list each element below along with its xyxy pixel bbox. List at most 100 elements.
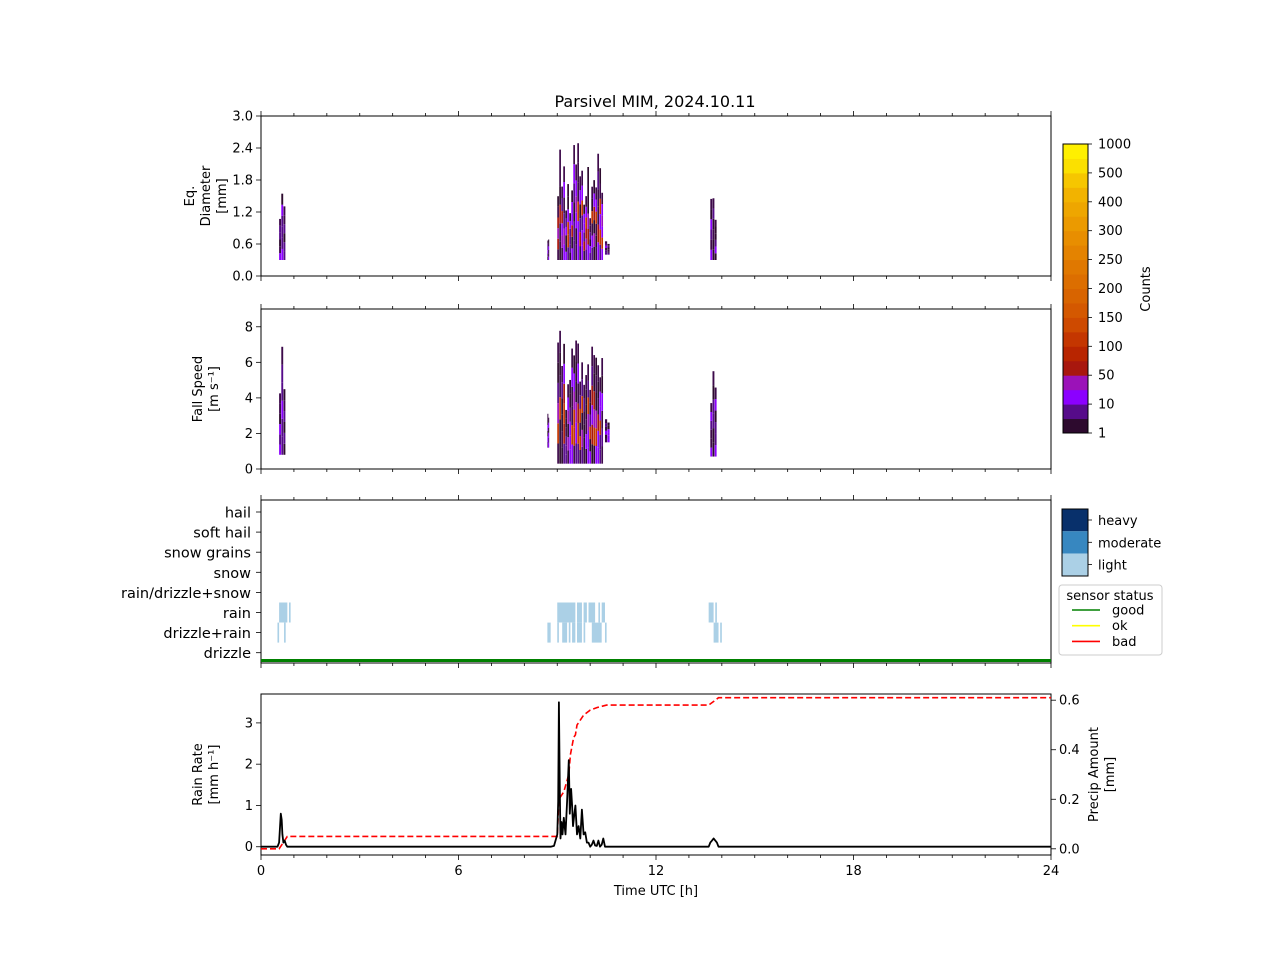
y2-tick-label: 0.0 — [1059, 842, 1080, 857]
heat-cell — [581, 413, 583, 430]
heat-cell — [712, 413, 715, 429]
heat-cell — [712, 385, 715, 400]
heat-cell — [595, 199, 598, 212]
heat-cell — [548, 256, 550, 260]
heat-cell — [565, 243, 567, 252]
colorbar-band — [1063, 288, 1088, 304]
intensity-legend: heavy moderate light — [1061, 508, 1161, 577]
x-tick-label: 6 — [454, 864, 462, 879]
heat-cell — [547, 243, 549, 248]
heat-cell — [591, 444, 594, 464]
heat-cell — [567, 247, 569, 260]
intensity-label: light — [1098, 559, 1127, 574]
heat-cell — [585, 404, 588, 420]
y-tick-label: 1.2 — [232, 206, 253, 221]
y-tick-label: 1.8 — [232, 174, 253, 189]
heat-cell — [710, 438, 713, 448]
heat-cell — [565, 436, 567, 446]
y-tick-label: 0.6 — [232, 238, 253, 253]
precip-type-mark — [572, 622, 576, 643]
heat-cell — [571, 236, 573, 249]
heat-cell — [577, 162, 579, 183]
y-tick-label: 2 — [245, 427, 253, 442]
precip-type-mark — [715, 602, 717, 623]
heat-cell — [563, 197, 565, 214]
heat-cell — [283, 432, 286, 444]
heat-cell — [583, 397, 586, 412]
colorbar-band — [1063, 216, 1088, 232]
y-axis-label: Diameter — [199, 165, 214, 226]
heat-cell — [283, 206, 286, 216]
sensor-status-bar — [261, 659, 1051, 662]
heat-cell — [573, 409, 575, 428]
heat-cell — [283, 233, 286, 243]
heat-cell — [575, 164, 577, 181]
heat-cell — [283, 400, 286, 412]
heat-cell — [571, 248, 573, 260]
heat-cell — [591, 385, 594, 406]
category-label: hail — [225, 506, 251, 522]
heat-cell — [583, 424, 586, 438]
heat-cell — [581, 170, 583, 186]
heat-cell — [599, 377, 602, 392]
heat-cell — [575, 422, 577, 444]
y-tick-label: 3.0 — [232, 110, 253, 125]
heat-cell — [712, 229, 715, 240]
heat-cell — [571, 425, 573, 445]
intensity-label: moderate — [1098, 536, 1161, 551]
heat-cell — [557, 228, 559, 239]
category-label: drizzle+rain — [163, 626, 251, 642]
heat-cell — [581, 215, 583, 231]
heat-cell — [597, 447, 600, 464]
heat-cell — [583, 437, 586, 451]
heat-cell — [714, 239, 717, 247]
heat-cell — [604, 247, 608, 251]
heat-cell — [583, 241, 586, 251]
heat-cell — [283, 411, 286, 422]
heat-cell — [587, 182, 590, 199]
heat-cell — [283, 421, 286, 433]
heat-cell — [561, 431, 563, 448]
heat-cell — [565, 218, 567, 227]
heat-cell — [571, 444, 573, 464]
counts-colorbar: 1 10 50 100 150 200 250 300 400 500 1000 Counts — [1062, 138, 1154, 442]
heat-cell — [279, 403, 281, 414]
y-axis-label: Eq. — [183, 186, 198, 207]
heat-cell — [601, 248, 604, 260]
heat-cell — [563, 403, 565, 424]
heat-cell — [589, 389, 592, 403]
heat-cell — [547, 425, 549, 431]
intensity-swatch — [1062, 509, 1088, 532]
y-tick-label: 3 — [245, 716, 253, 731]
heat-cell — [577, 443, 579, 464]
heat-cell — [714, 433, 717, 446]
heat-cell — [559, 441, 561, 464]
precip-type-mark — [720, 622, 722, 643]
heat-cell — [714, 246, 717, 254]
heat-cell — [577, 363, 579, 384]
heat-cell — [595, 187, 598, 200]
heat-cell — [563, 443, 565, 464]
heat-cell — [710, 403, 713, 413]
heat-cell — [604, 438, 608, 443]
heat-cell — [712, 239, 715, 250]
heat-cell — [591, 247, 594, 260]
heat-cell — [595, 235, 598, 248]
category-label: soft hail — [193, 526, 251, 542]
legend-title: sensor status — [1066, 589, 1153, 604]
heat-cell — [569, 379, 571, 394]
heat-cell — [581, 396, 583, 414]
colorbar-band — [1063, 259, 1088, 275]
intensity-frame — [1061, 508, 1089, 577]
heat-cell — [561, 186, 563, 199]
heat-cell — [710, 420, 713, 430]
heat-cell — [283, 251, 286, 260]
heat-cell — [712, 399, 715, 414]
heat-cell — [547, 413, 549, 420]
precip-type-mark — [284, 622, 286, 643]
heat-cell — [587, 229, 590, 245]
heat-cell — [599, 198, 602, 215]
precip-type-mark — [583, 622, 586, 643]
precip-type-mark — [601, 602, 605, 623]
heat-cell — [712, 249, 715, 260]
